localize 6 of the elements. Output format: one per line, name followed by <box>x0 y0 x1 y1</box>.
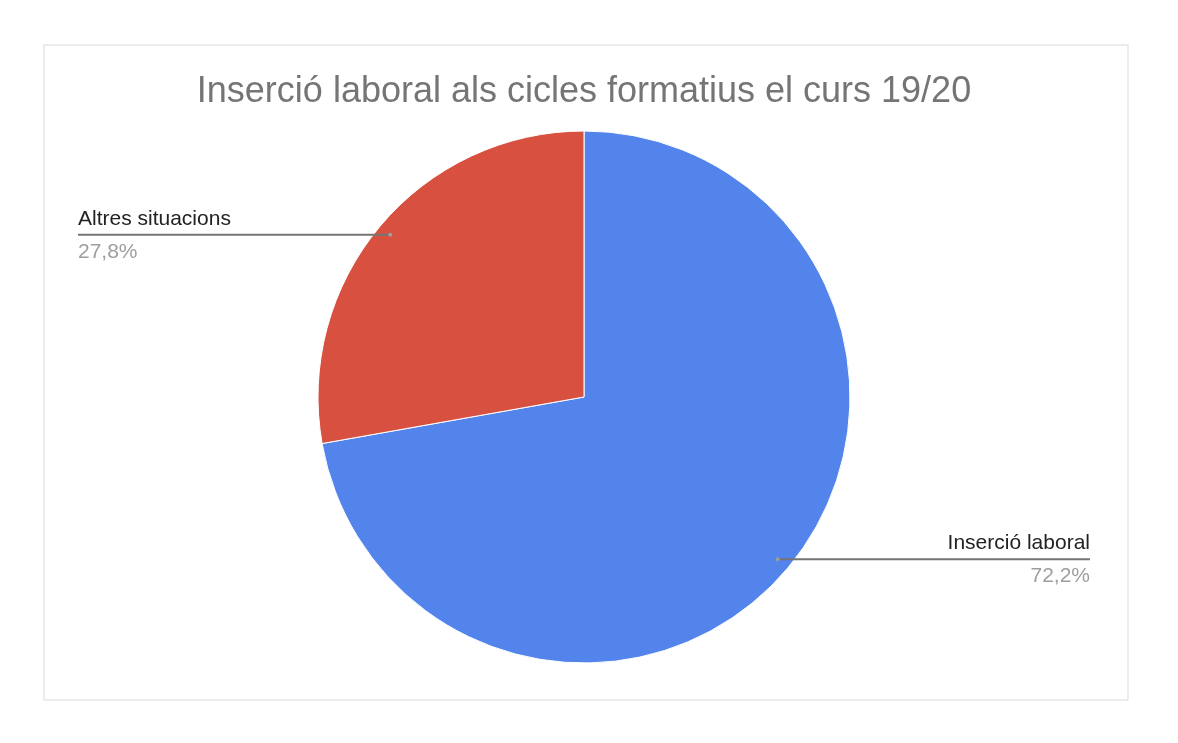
pie-slice <box>321 130 851 664</box>
chart-title: Inserció laboral als cicles formatius el curs 19/20 <box>196 69 972 110</box>
slice-label: Altres situacions <box>78 205 231 229</box>
data-label: 72,2% <box>1030 563 1090 587</box>
slice-label: Inserció laboral <box>947 530 1090 554</box>
data-label: 27,8% <box>78 238 138 262</box>
